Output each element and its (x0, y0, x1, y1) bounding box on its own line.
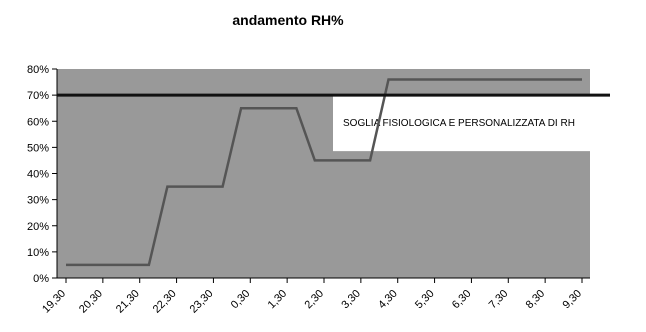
x-tick-label: 1,30 (266, 288, 290, 312)
x-tick-label: 7,30 (487, 288, 511, 312)
x-tick-label: 23,30 (188, 288, 216, 316)
y-tick-label: 50% (27, 142, 49, 154)
y-tick-label: 10% (27, 247, 49, 259)
y-tick-label: 30% (27, 195, 49, 207)
x-tick-label: 9,30 (560, 288, 584, 312)
y-tick-label: 40% (27, 169, 49, 181)
x-tick-label: 2,30 (302, 288, 326, 312)
x-tick-label: 0,30 (229, 288, 253, 312)
x-tick-label: 4,30 (376, 288, 400, 312)
series-group (66, 78, 582, 267)
x-axis: 19,30 20,30 21,30 22,30 23,30 0,30 1,30 2,30 3,3… (40, 277, 590, 316)
x-tick-label: 5,30 (413, 288, 437, 312)
x-tick-label: 6,30 (450, 288, 474, 312)
y-tick-label: 80% (27, 64, 49, 76)
y-tick-label: 60% (27, 116, 49, 128)
x-tick-label: 19,30 (40, 288, 68, 316)
y-axis: 0% 10% 20% 30% 40% 50% 60% 70% 80% (27, 64, 58, 285)
x-tick-label: 21,30 (114, 288, 142, 316)
y-tick-label: 20% (27, 221, 49, 233)
x-tick-label: 3,30 (339, 288, 363, 312)
y-tick-label: 0% (33, 273, 49, 285)
x-tick-label: 22,30 (151, 288, 179, 316)
chart-title: andamento RH% (232, 12, 344, 28)
y-tick-label: 70% (27, 90, 49, 102)
rh-series-line (66, 78, 582, 267)
threshold-label: SOGLIA FISIOLOGICA E PERSONALIZZATA DI R… (343, 118, 575, 129)
x-tick-label: 20,30 (77, 288, 105, 316)
x-tick-label: 8,30 (524, 288, 548, 312)
